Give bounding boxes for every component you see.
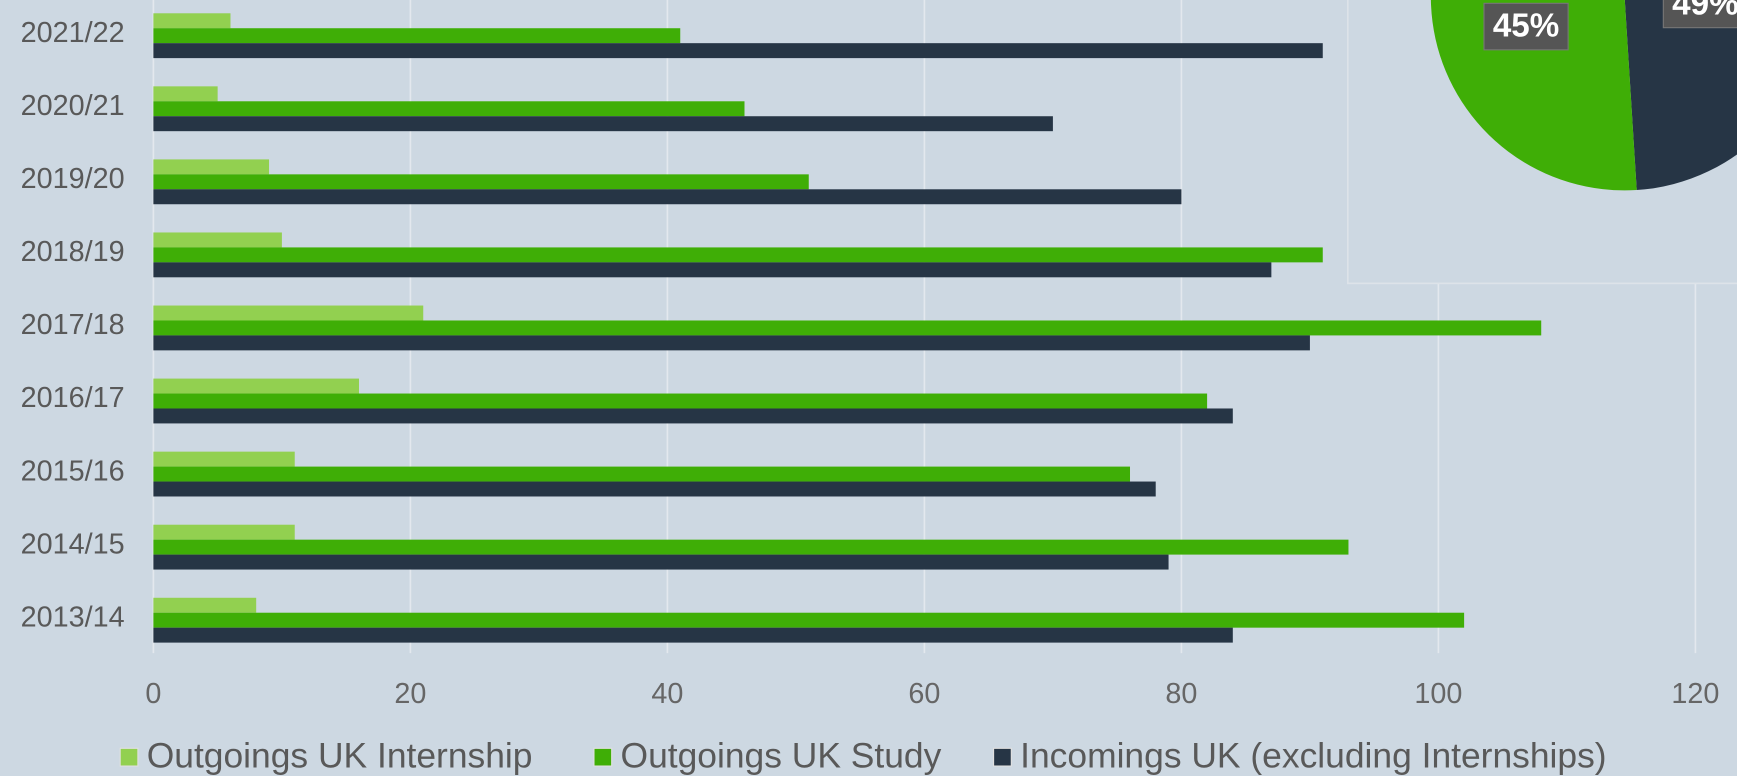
- x-tick-label: 100: [1414, 678, 1462, 710]
- bar: [153, 554, 1169, 570]
- bar: [153, 86, 218, 102]
- pie-slice: [1624, 0, 1737, 191]
- legend-label: Outgoings UK Study: [621, 736, 942, 776]
- bar: [153, 481, 1156, 497]
- bar: [153, 13, 231, 29]
- bar: [153, 101, 745, 117]
- legend-label: Outgoings UK Internship: [147, 736, 533, 776]
- bar: [153, 335, 1310, 351]
- bar: [153, 305, 424, 321]
- x-tick-label: 120: [1671, 678, 1719, 710]
- legend-label: Incomings UK (excluding Internships): [1020, 736, 1606, 776]
- bar: [153, 232, 282, 248]
- y-tick-label: 2016/17: [21, 382, 125, 414]
- bar: [153, 612, 1465, 628]
- data-label-box: [1483, 2, 1569, 51]
- bar: [153, 408, 1233, 424]
- bar: [153, 116, 1053, 132]
- y-tick-label: 2019/20: [21, 163, 125, 195]
- bar: [153, 524, 295, 540]
- y-tick-label: 2013/14: [21, 601, 125, 633]
- bar: [153, 393, 1208, 409]
- data-label-box: [1662, 0, 1737, 29]
- bar: [153, 247, 1323, 263]
- legend-swatch: [119, 747, 139, 767]
- bar: [153, 378, 359, 394]
- bar: [153, 466, 1131, 482]
- bar: [153, 262, 1272, 278]
- data-label: 49%: [1672, 0, 1737, 22]
- bar: [153, 320, 1542, 336]
- bar: [153, 43, 1323, 59]
- legend-swatch: [993, 747, 1012, 767]
- bar: [153, 597, 257, 613]
- pie-slice: [1430, 0, 1637, 191]
- x-tick-label: 60: [908, 678, 940, 710]
- x-tick-label: 80: [1165, 678, 1197, 710]
- bar: [153, 174, 809, 190]
- bar: [153, 189, 1182, 205]
- x-tick-label: 0: [145, 678, 161, 710]
- bar: [153, 28, 681, 44]
- y-tick-label: 2017/18: [21, 309, 125, 341]
- y-tick-label: 2014/15: [21, 528, 125, 560]
- y-tick-label: 2015/16: [21, 455, 125, 487]
- x-tick-label: 20: [394, 678, 426, 710]
- bar: [153, 159, 270, 175]
- bar: [153, 451, 295, 467]
- y-tick-label: 2018/19: [21, 236, 125, 268]
- legend-swatch: [593, 747, 613, 767]
- bar: [153, 627, 1233, 643]
- y-tick-label: 2020/21: [21, 90, 125, 122]
- y-tick-label: 2021/22: [21, 17, 125, 49]
- bar: [153, 539, 1349, 555]
- data-label: 45%: [1493, 7, 1559, 44]
- x-tick-label: 40: [651, 678, 683, 710]
